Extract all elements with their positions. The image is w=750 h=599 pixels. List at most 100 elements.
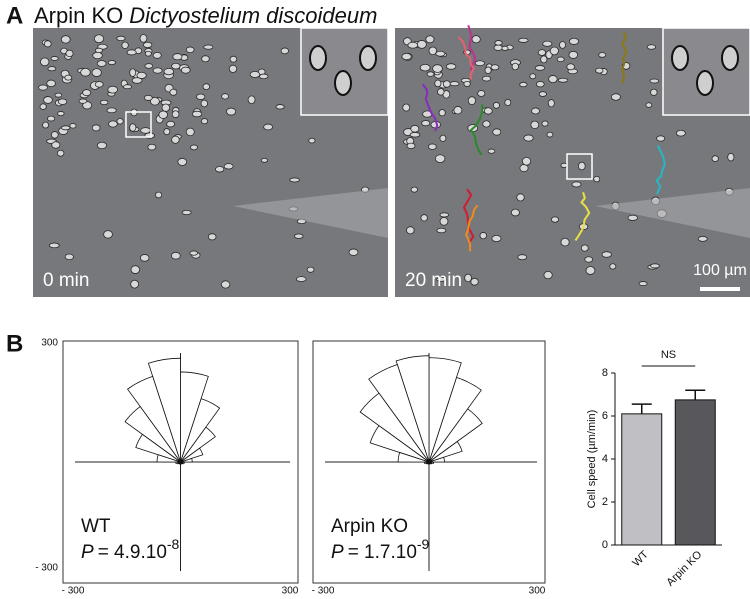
cell bbox=[650, 88, 658, 96]
inset-cell bbox=[696, 70, 714, 96]
cell bbox=[439, 217, 449, 226]
cell bbox=[421, 120, 431, 127]
cell bbox=[529, 73, 537, 80]
cell bbox=[516, 193, 525, 202]
cell bbox=[645, 102, 653, 108]
cell bbox=[483, 107, 493, 115]
cell bbox=[556, 56, 565, 63]
cell bbox=[144, 63, 154, 69]
cell bbox=[189, 250, 199, 256]
cell bbox=[627, 214, 638, 221]
cell bbox=[492, 128, 502, 136]
cell bbox=[542, 40, 553, 47]
cell bbox=[427, 143, 437, 150]
cell bbox=[207, 233, 217, 241]
cell bbox=[69, 123, 77, 129]
scale-label: 100 µm bbox=[693, 262, 747, 279]
cell bbox=[610, 93, 621, 101]
cell-track bbox=[469, 104, 484, 156]
cell bbox=[410, 124, 420, 133]
cell bbox=[584, 256, 594, 263]
cell bbox=[220, 280, 231, 289]
cell bbox=[477, 90, 486, 97]
p-text: = 4.9.10 bbox=[98, 542, 167, 563]
cell bbox=[425, 35, 435, 44]
cell bbox=[163, 67, 175, 76]
cell bbox=[80, 67, 91, 77]
cell bbox=[510, 208, 520, 217]
x-tick-label: 300 bbox=[529, 586, 546, 597]
cell bbox=[139, 34, 148, 43]
cell bbox=[65, 49, 74, 58]
cell bbox=[538, 91, 547, 97]
cell bbox=[598, 52, 607, 58]
cell bbox=[158, 110, 168, 119]
cell bbox=[116, 118, 124, 125]
cell bbox=[407, 41, 419, 49]
cell bbox=[474, 60, 486, 67]
cell bbox=[557, 77, 569, 83]
rose-wedge bbox=[428, 461, 435, 464]
inset-cell bbox=[359, 45, 377, 71]
cell bbox=[521, 156, 532, 166]
cell bbox=[601, 251, 612, 258]
cell bbox=[260, 157, 268, 163]
micrograph: 20 min 100 µm bbox=[395, 24, 750, 297]
cell bbox=[501, 45, 509, 51]
cell bbox=[419, 63, 431, 72]
cell bbox=[435, 50, 446, 57]
cell bbox=[129, 123, 137, 132]
cell bbox=[56, 149, 65, 157]
cell bbox=[438, 109, 446, 117]
cell bbox=[560, 237, 570, 247]
rose-wedge bbox=[395, 355, 430, 463]
cell bbox=[161, 103, 171, 112]
cell bbox=[172, 53, 183, 61]
cell bbox=[406, 142, 416, 149]
cell bbox=[519, 81, 528, 88]
cell bbox=[258, 73, 269, 80]
cell bbox=[166, 120, 176, 128]
cell bbox=[51, 141, 61, 149]
p-value: P = 4.9.10-8 bbox=[81, 536, 180, 563]
cell bbox=[163, 128, 171, 136]
p-symbol: P bbox=[331, 542, 344, 563]
x-tick-label: Arpin KO bbox=[664, 548, 704, 588]
cell bbox=[140, 127, 151, 134]
cell bbox=[697, 236, 708, 242]
cell bbox=[432, 64, 443, 73]
cell bbox=[595, 67, 604, 74]
cell bbox=[593, 175, 601, 183]
cell bbox=[47, 66, 57, 72]
cell bbox=[348, 248, 359, 256]
cell bbox=[152, 52, 162, 59]
cell bbox=[94, 47, 104, 53]
cell bbox=[228, 64, 238, 73]
cell bbox=[656, 135, 666, 142]
rose-wedge bbox=[369, 425, 430, 463]
cell bbox=[249, 70, 261, 78]
cell bbox=[420, 214, 428, 222]
cell bbox=[453, 106, 463, 115]
cell bbox=[491, 235, 502, 243]
cell bbox=[46, 79, 56, 88]
cell bbox=[64, 253, 74, 261]
cell bbox=[534, 65, 546, 71]
cell bbox=[221, 93, 229, 100]
cell bbox=[609, 263, 617, 270]
cell bbox=[107, 85, 118, 94]
cell bbox=[638, 281, 648, 287]
rose-wedge bbox=[368, 364, 430, 463]
cell bbox=[504, 99, 512, 106]
cell bbox=[91, 68, 102, 77]
cell bbox=[675, 129, 686, 137]
cell bbox=[196, 93, 206, 100]
cell bbox=[64, 74, 73, 81]
cell bbox=[537, 49, 546, 56]
cell bbox=[585, 266, 596, 275]
cell bbox=[646, 44, 657, 50]
cell bbox=[201, 55, 210, 63]
cell bbox=[180, 66, 191, 74]
cell bbox=[57, 111, 65, 117]
inset-cell bbox=[334, 70, 352, 96]
